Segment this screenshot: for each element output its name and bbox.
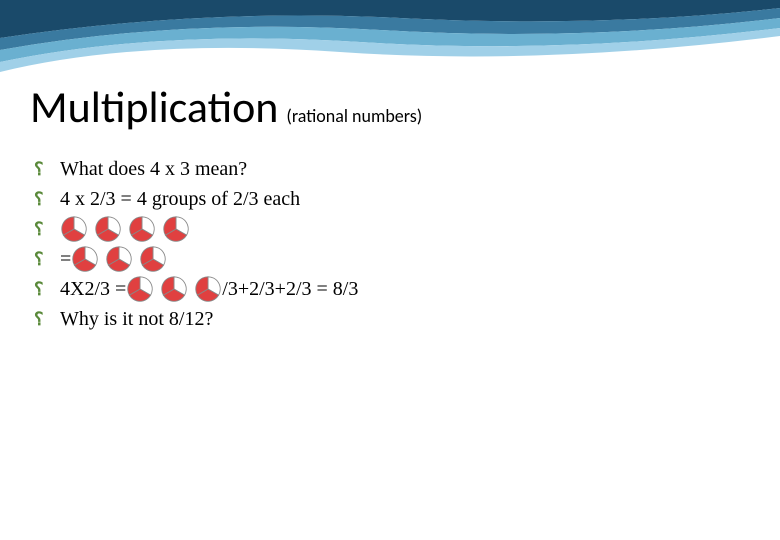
slide-content: Multiplication (rational numbers) ⸮ What…	[30, 80, 750, 334]
bullet-text: What does 4 x 3 mean?	[60, 154, 247, 184]
pie-row-3	[126, 275, 222, 303]
pie-icon	[139, 245, 167, 273]
bullet-6: ⸮ Why is it not 8/12?	[34, 304, 750, 334]
bullet-text: /3+2/3+2/3 = 8/3	[222, 274, 358, 304]
bullet-text: =	[60, 244, 71, 274]
pie-icon	[60, 215, 88, 243]
wave-decoration	[0, 0, 780, 80]
pie-row-1	[60, 215, 190, 243]
bullet-marker-icon: ⸮	[34, 186, 54, 213]
pie-icon	[71, 245, 99, 273]
bullet-marker-icon: ⸮	[34, 156, 54, 183]
title-row: Multiplication (rational numbers)	[30, 80, 750, 134]
pie-icon	[194, 275, 222, 303]
bullet-text: Why is it not 8/12?	[60, 304, 213, 334]
bullet-marker-icon: ⸮	[34, 216, 54, 243]
bullet-2: ⸮ 4 x 2/3 = 4 groups of 2/3 each	[34, 184, 750, 214]
pie-icon	[162, 215, 190, 243]
pie-row-2	[71, 245, 167, 273]
bullet-marker-icon: ⸮	[34, 276, 54, 303]
bullet-list: ⸮ What does 4 x 3 mean? ⸮ 4 x 2/3 = 4 gr…	[30, 154, 750, 334]
bullet-4: ⸮ =	[34, 244, 750, 274]
bullet-text: 4 x 2/3 = 4 groups of 2/3 each	[60, 184, 300, 214]
slide-title: Multiplication	[30, 80, 278, 134]
bullet-text: 4X2/3 =	[60, 274, 126, 304]
slide-subtitle: (rational numbers)	[286, 105, 422, 127]
bullet-5: ⸮ 4X2/3 = /3+2/3+2/3 = 8/3	[34, 274, 750, 304]
pie-icon	[126, 275, 154, 303]
pie-icon	[128, 215, 156, 243]
bullet-marker-icon: ⸮	[34, 306, 54, 333]
pie-icon	[105, 245, 133, 273]
pie-icon	[160, 275, 188, 303]
bullet-1: ⸮ What does 4 x 3 mean?	[34, 154, 750, 184]
pie-icon	[94, 215, 122, 243]
bullet-marker-icon: ⸮	[34, 246, 54, 273]
bullet-3: ⸮	[34, 214, 750, 244]
